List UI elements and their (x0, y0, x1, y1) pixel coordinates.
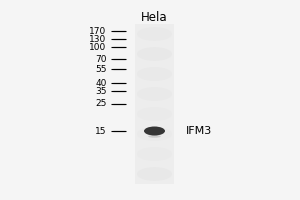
Ellipse shape (148, 135, 161, 138)
Text: IFM3: IFM3 (186, 126, 212, 136)
Text: 130: 130 (89, 34, 106, 44)
Text: 100: 100 (89, 43, 106, 51)
Ellipse shape (144, 127, 165, 136)
Ellipse shape (137, 87, 172, 101)
Ellipse shape (137, 47, 172, 61)
Text: 170: 170 (89, 26, 106, 36)
Text: 70: 70 (95, 54, 106, 64)
Ellipse shape (137, 27, 172, 41)
Ellipse shape (137, 67, 172, 81)
Text: 40: 40 (95, 78, 106, 88)
FancyBboxPatch shape (135, 24, 174, 184)
Text: 55: 55 (95, 64, 106, 73)
Text: Hela: Hela (141, 11, 168, 24)
Text: 35: 35 (95, 86, 106, 96)
Ellipse shape (137, 167, 172, 181)
Text: 15: 15 (95, 127, 106, 136)
Text: 25: 25 (95, 99, 106, 108)
